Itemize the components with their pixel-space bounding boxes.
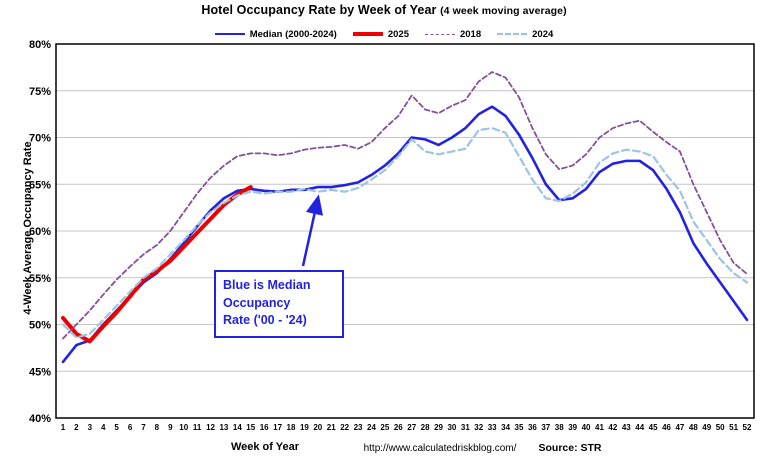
svg-text:40%: 40% xyxy=(29,413,51,425)
svg-text:36: 36 xyxy=(528,423,537,432)
svg-text:6: 6 xyxy=(128,423,133,432)
svg-text:19: 19 xyxy=(300,423,309,432)
svg-text:38: 38 xyxy=(555,423,564,432)
legend-label-2018: 2018 xyxy=(459,28,482,40)
svg-text:41: 41 xyxy=(595,423,604,432)
svg-text:22: 22 xyxy=(340,423,349,432)
chart-title-sub: (4 week moving average) xyxy=(440,5,567,17)
svg-text:60%: 60% xyxy=(29,226,51,238)
svg-text:51: 51 xyxy=(729,423,738,432)
svg-text:21: 21 xyxy=(327,423,336,432)
svg-text:37: 37 xyxy=(541,423,550,432)
legend-swatch-2024 xyxy=(497,33,528,35)
svg-text:13: 13 xyxy=(219,423,228,432)
svg-text:31: 31 xyxy=(461,423,470,432)
chart-title: Hotel Occupancy Rate by Week of Year (4 … xyxy=(0,3,768,17)
svg-text:5: 5 xyxy=(114,423,119,432)
svg-text:65%: 65% xyxy=(29,179,51,191)
chart-title-main: Hotel Occupancy Rate by Week of Year xyxy=(201,3,437,17)
svg-text:45%: 45% xyxy=(29,366,51,378)
legend-item-2025: 2025 xyxy=(352,28,409,40)
svg-text:24: 24 xyxy=(367,423,376,432)
svg-text:42: 42 xyxy=(608,423,617,432)
legend-item-median: Median (2000-2024) xyxy=(214,28,337,40)
svg-text:30: 30 xyxy=(447,423,456,432)
svg-text:11: 11 xyxy=(193,423,202,432)
svg-text:15: 15 xyxy=(246,423,255,432)
legend-label-2025: 2025 xyxy=(387,28,409,40)
svg-text:23: 23 xyxy=(354,423,363,432)
svg-text:44: 44 xyxy=(635,423,644,432)
svg-text:75%: 75% xyxy=(29,86,51,98)
svg-text:27: 27 xyxy=(407,423,416,432)
legend-swatch-2018 xyxy=(424,33,455,35)
svg-text:1: 1 xyxy=(61,423,66,432)
svg-text:47: 47 xyxy=(675,423,684,432)
svg-text:32: 32 xyxy=(474,423,483,432)
svg-text:4: 4 xyxy=(101,423,106,432)
svg-text:25: 25 xyxy=(380,423,389,432)
legend-item-2018: 2018 xyxy=(424,28,482,40)
svg-text:10: 10 xyxy=(179,423,188,432)
svg-text:20: 20 xyxy=(313,423,322,432)
svg-text:45: 45 xyxy=(649,423,658,432)
svg-text:40: 40 xyxy=(582,423,591,432)
legend-swatch-median xyxy=(214,33,245,35)
svg-text:18: 18 xyxy=(287,423,296,432)
svg-text:49: 49 xyxy=(702,423,711,432)
x-axis-title: Week of Year xyxy=(230,441,300,453)
svg-text:35: 35 xyxy=(515,423,524,432)
svg-text:2: 2 xyxy=(74,423,79,432)
svg-text:34: 34 xyxy=(501,423,510,432)
footer-source: Source: STR xyxy=(538,442,602,454)
svg-text:39: 39 xyxy=(568,423,577,432)
svg-text:55%: 55% xyxy=(29,273,51,285)
svg-text:17: 17 xyxy=(273,423,282,432)
svg-text:7: 7 xyxy=(141,423,146,432)
svg-text:14: 14 xyxy=(233,423,242,432)
svg-text:50%: 50% xyxy=(29,320,51,332)
legend-label-2024: 2024 xyxy=(532,28,554,40)
svg-text:52: 52 xyxy=(743,423,752,432)
svg-text:8: 8 xyxy=(155,423,160,432)
svg-text:50: 50 xyxy=(716,423,725,432)
svg-text:12: 12 xyxy=(206,423,215,432)
svg-text:48: 48 xyxy=(689,423,698,432)
svg-text:70%: 70% xyxy=(29,133,51,145)
svg-text:80%: 80% xyxy=(29,39,51,51)
svg-text:3: 3 xyxy=(88,423,93,432)
svg-text:46: 46 xyxy=(662,423,671,432)
svg-text:16: 16 xyxy=(260,423,269,432)
svg-text:26: 26 xyxy=(394,423,403,432)
svg-text:33: 33 xyxy=(488,423,497,432)
legend-label-median: Median (2000-2024) xyxy=(249,28,337,40)
annotation-box: Blue is Median Occupancy Rate ('00 - '24… xyxy=(214,270,344,338)
svg-text:43: 43 xyxy=(622,423,631,432)
legend-swatch-2025 xyxy=(352,32,383,36)
svg-text:9: 9 xyxy=(168,423,173,432)
legend: Median (2000-2024) 2025 2018 2024 xyxy=(0,26,768,42)
svg-text:28: 28 xyxy=(421,423,430,432)
y-axis-title: 4-Week Average Occupancy Rate xyxy=(22,141,34,315)
svg-text:29: 29 xyxy=(434,423,443,432)
footer-url: http://www.calculatedriskblog.com/ xyxy=(363,443,517,454)
legend-item-2024: 2024 xyxy=(497,29,553,40)
